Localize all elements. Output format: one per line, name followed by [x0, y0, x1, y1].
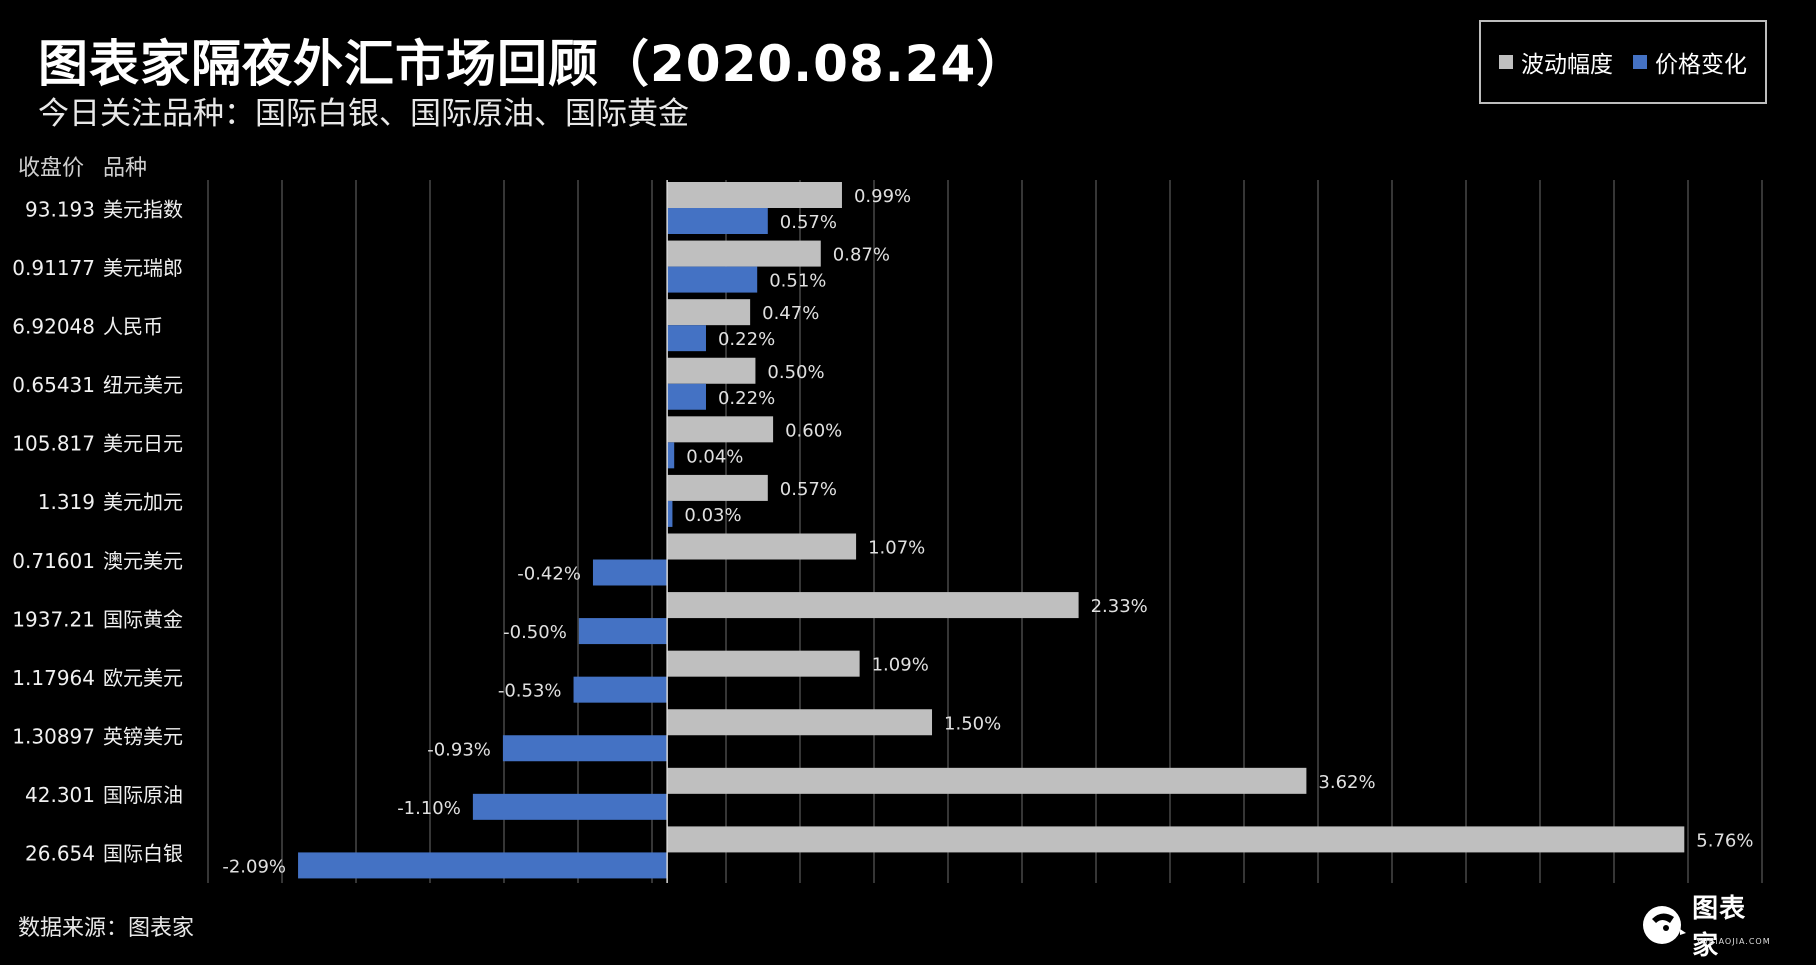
data-label-volatility: 1.07% — [868, 538, 925, 559]
bar-volatility — [667, 650, 860, 677]
bar-volatility — [667, 182, 842, 208]
bar-change — [298, 852, 668, 879]
bar-volatility — [667, 240, 821, 267]
close-price-label: 1.17964 — [12, 666, 95, 690]
data-label-volatility: 0.87% — [833, 245, 890, 266]
data-label-volatility: 2.33% — [1091, 596, 1148, 617]
data-label-volatility: 1.09% — [872, 655, 929, 676]
close-price-label: 1937.21 — [12, 607, 95, 631]
category-label: 澳元美元 — [103, 549, 183, 573]
legend-label-change: 价格变化 — [1655, 52, 1747, 78]
data-label-change: 0.03% — [684, 505, 741, 526]
column-header-close: 收盘价 — [18, 156, 85, 181]
close-price-label: 93.193 — [25, 197, 95, 221]
column-header-variety: 品种 — [103, 156, 148, 181]
bar-change — [502, 735, 668, 762]
legend-swatch-volatility — [1499, 55, 1513, 69]
bar-volatility — [667, 357, 756, 384]
chart-subtitle: 今日关注品种：国际白银、国际原油、国际黄金 — [38, 96, 689, 132]
source-note: 数据来源：图表家 — [18, 916, 195, 941]
data-label-volatility: 0.99% — [854, 186, 911, 207]
data-label-volatility: 0.47% — [762, 303, 819, 324]
close-price-label: 0.65431 — [12, 373, 95, 397]
logo-subtext: TUBIAOJIA.COM — [1696, 937, 1771, 946]
category-label: 美元日元 — [103, 432, 183, 456]
close-price-label: 26.654 — [25, 842, 95, 866]
bar-change — [592, 559, 668, 586]
data-label-change: -0.42% — [517, 564, 581, 585]
data-label-change: -2.09% — [222, 856, 286, 877]
bar-volatility — [667, 767, 1307, 794]
close-price-label: 0.71601 — [12, 549, 95, 573]
bar-volatility — [667, 533, 857, 560]
close-price-label: 105.817 — [12, 432, 95, 456]
legend-label-volatility: 波动幅度 — [1521, 52, 1613, 78]
bar-change — [472, 793, 668, 820]
legend-swatch-change — [1633, 55, 1647, 69]
data-label-change: -0.50% — [503, 622, 567, 643]
bar-change — [667, 208, 768, 234]
data-label-volatility: 1.50% — [944, 713, 1001, 734]
bar-change — [667, 325, 706, 352]
bar-volatility — [667, 826, 1685, 853]
data-label-volatility: 3.62% — [1318, 772, 1375, 793]
data-label-change: -0.53% — [498, 681, 562, 702]
data-label-change: -0.93% — [427, 739, 491, 760]
logo: 图表家 TUBIAOJIA.COM — [1640, 894, 1771, 961]
category-label: 人民币 — [103, 314, 163, 338]
logo-head-icon — [1643, 906, 1686, 944]
legend-item-change: 价格变化 — [1633, 45, 1747, 79]
bar-change — [667, 266, 758, 293]
category-label: 英镑美元 — [103, 725, 183, 749]
data-label-change: 0.04% — [686, 446, 743, 467]
chart-title: 图表家隔夜外汇市场回顾（2020.08.24） — [38, 35, 1028, 93]
data-label-change: 0.22% — [718, 388, 775, 409]
bar-volatility — [667, 474, 768, 501]
data-label-change: 0.57% — [780, 212, 837, 233]
bar-volatility — [667, 299, 751, 326]
category-label: 国际黄金 — [103, 607, 183, 631]
data-label-change: 0.22% — [718, 329, 775, 350]
bar-change — [667, 383, 706, 410]
category-label: 纽元美元 — [103, 373, 183, 397]
category-label: 国际白银 — [103, 842, 183, 866]
bar-change — [578, 618, 668, 645]
data-label-volatility: 5.76% — [1696, 830, 1753, 851]
close-price-label: 1.30897 — [12, 725, 95, 749]
legend-item-volatility: 波动幅度 — [1499, 45, 1613, 79]
close-price-label: 6.92048 — [12, 314, 95, 338]
category-label: 欧元美元 — [103, 666, 183, 690]
bar-change — [667, 442, 675, 469]
bar-change — [573, 676, 668, 703]
logo-text: 图表家 — [1692, 894, 1747, 961]
data-label-volatility: 0.50% — [767, 362, 824, 383]
close-price-label: 0.91177 — [12, 256, 95, 280]
bar-volatility — [667, 416, 774, 443]
category-label: 美元瑞郎 — [103, 256, 183, 280]
legend: 波动幅度 价格变化 — [1479, 20, 1767, 104]
bar-volatility — [667, 709, 933, 736]
category-label: 美元加元 — [103, 490, 183, 514]
data-label-volatility: 0.60% — [785, 420, 842, 441]
close-price-label: 1.319 — [38, 490, 95, 514]
close-price-label: 42.301 — [25, 783, 95, 807]
bar-change — [667, 500, 673, 527]
data-label-change: 0.51% — [769, 271, 826, 292]
data-label-volatility: 0.57% — [780, 479, 837, 500]
category-label: 美元指数 — [103, 197, 183, 221]
category-label: 国际原油 — [103, 783, 183, 807]
bar-volatility — [667, 592, 1079, 619]
data-label-change: -1.10% — [397, 798, 461, 819]
